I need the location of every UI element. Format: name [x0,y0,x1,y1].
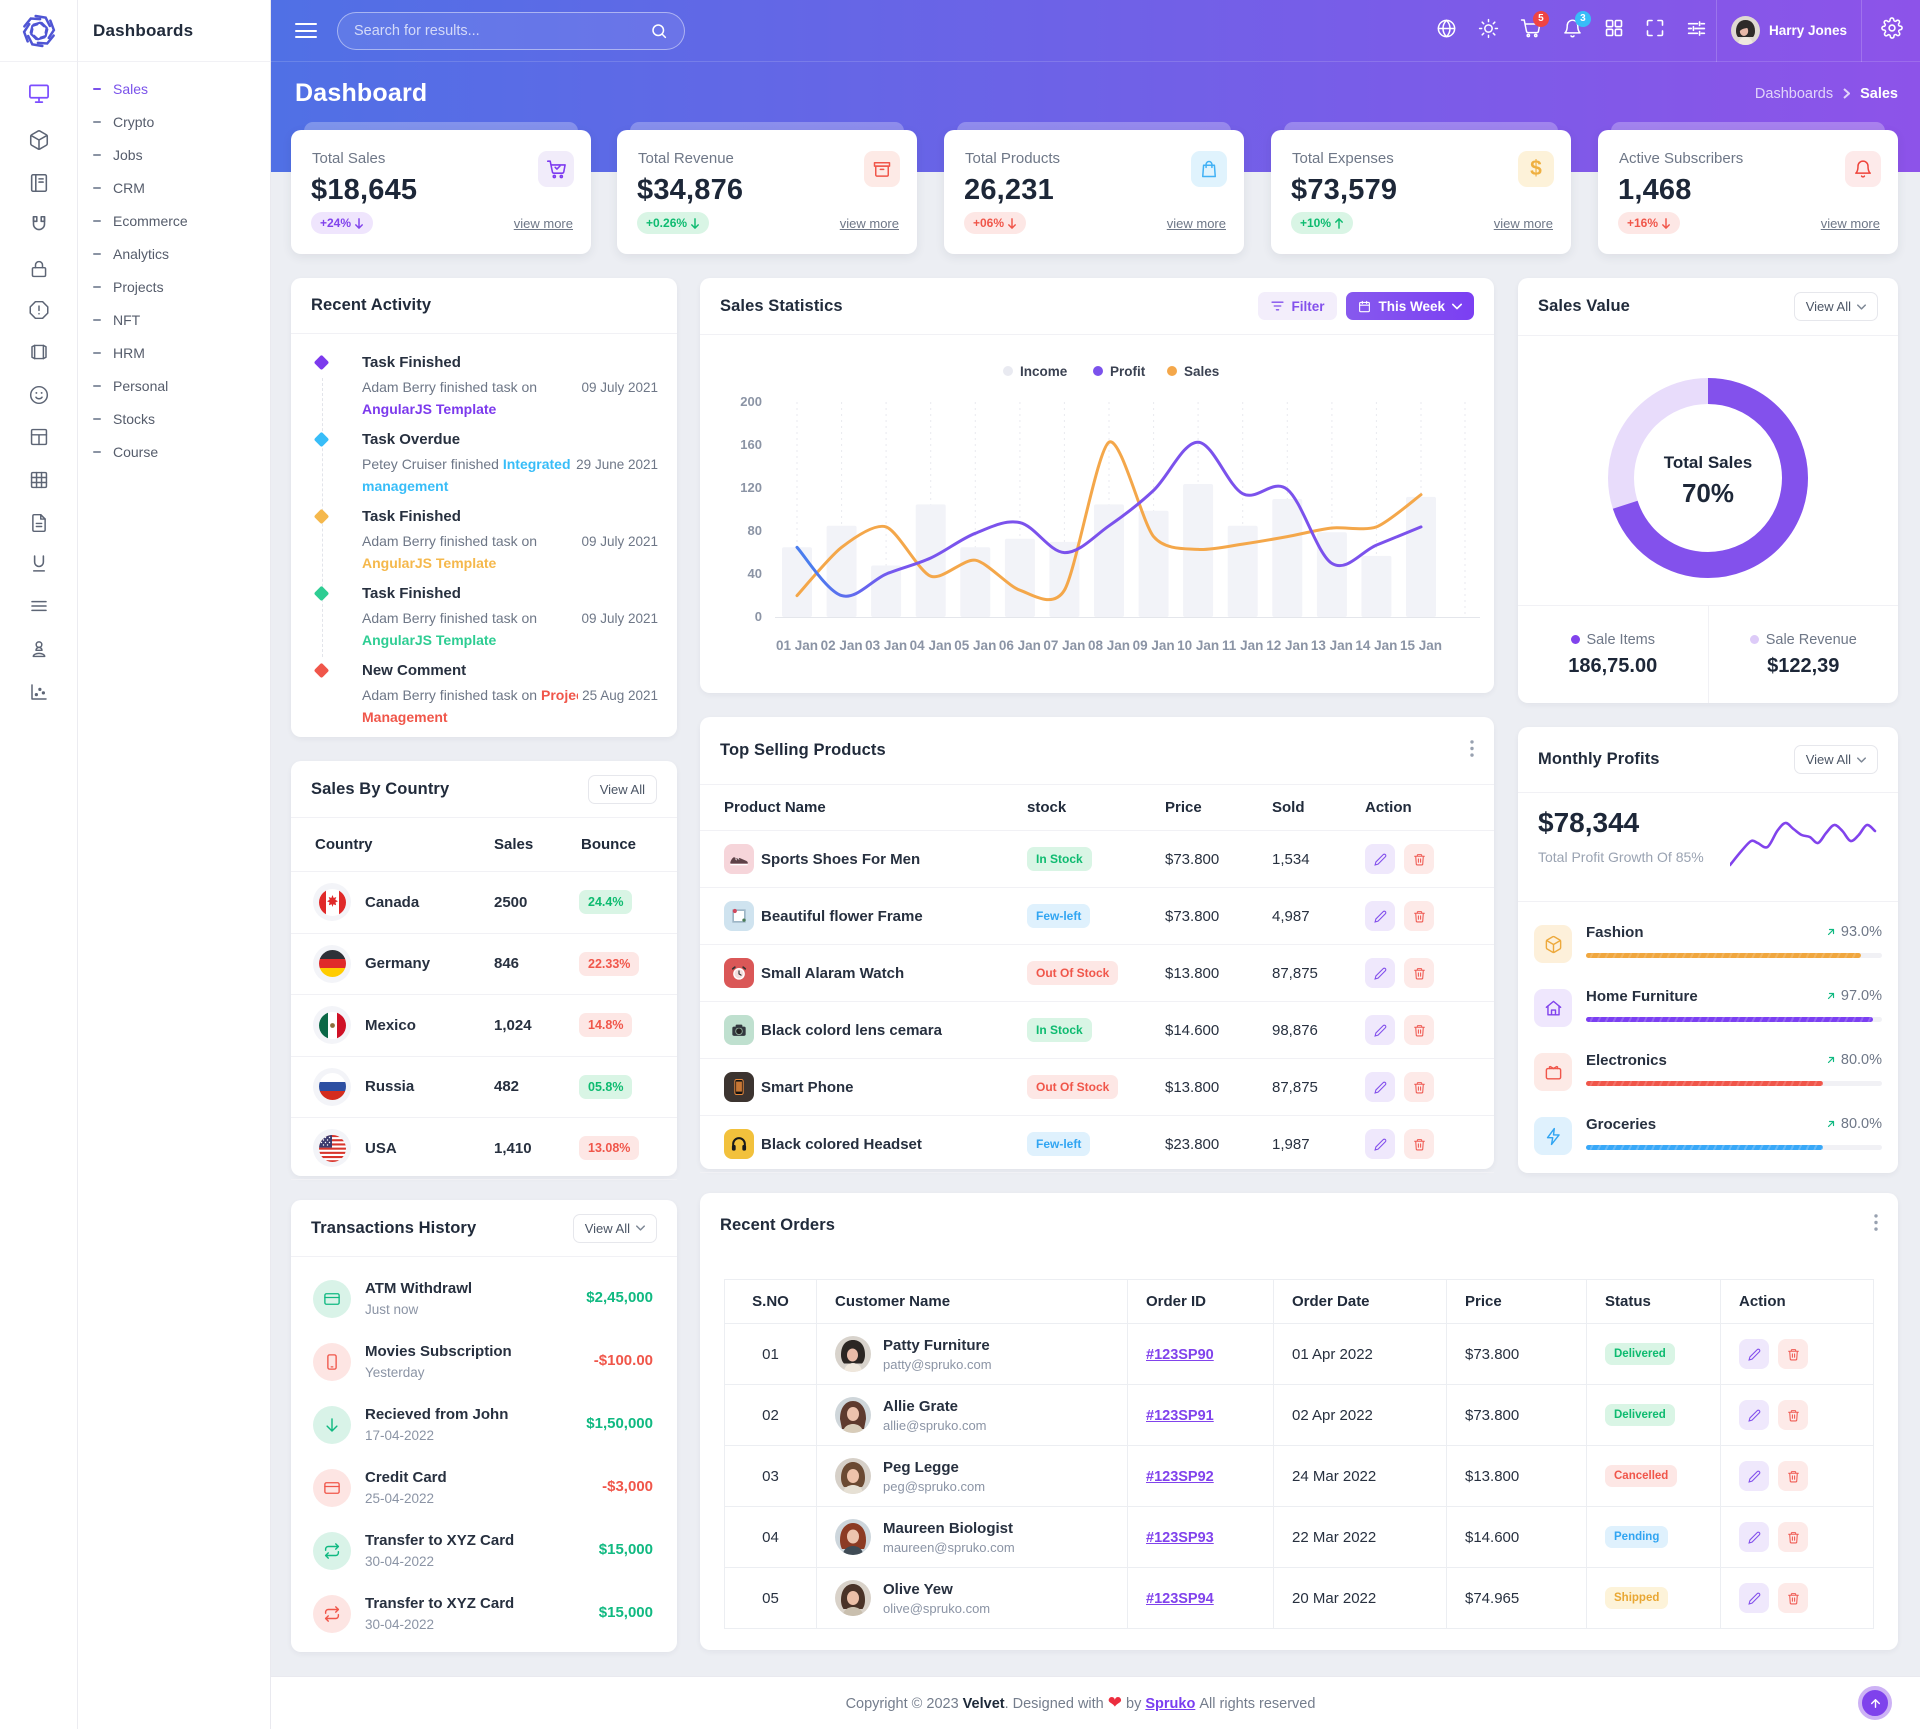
svg-text:06 Jan: 06 Jan [999,638,1041,653]
svg-text:04 Jan: 04 Jan [910,638,952,653]
svg-text:09 Jan: 09 Jan [1133,638,1175,653]
svg-text:15 Jan: 15 Jan [1400,638,1442,653]
svg-text:01 Jan: 01 Jan [776,638,818,653]
svg-text:02 Jan: 02 Jan [821,638,863,653]
svg-text:11 Jan: 11 Jan [1222,638,1263,653]
svg-text:Total Sales: Total Sales [1664,453,1753,472]
svg-text:Profit: Profit [1110,364,1146,379]
svg-text:03 Jan: 03 Jan [865,638,907,653]
svg-text:0: 0 [755,609,762,624]
svg-text:08 Jan: 08 Jan [1088,638,1130,653]
svg-text:80: 80 [748,523,762,538]
svg-text:10 Jan: 10 Jan [1177,638,1219,653]
svg-text:12 Jan: 12 Jan [1266,638,1308,653]
svg-text:13 Jan: 13 Jan [1311,638,1353,653]
svg-text:Sales: Sales [1184,364,1219,379]
svg-text:200: 200 [740,394,762,409]
svg-text:05 Jan: 05 Jan [954,638,996,653]
svg-text:70%: 70% [1682,478,1734,508]
svg-text:14 Jan: 14 Jan [1355,638,1397,653]
svg-text:Income: Income [1020,364,1068,379]
svg-text:120: 120 [740,480,762,495]
svg-text:07 Jan: 07 Jan [1043,638,1085,653]
svg-text:160: 160 [740,437,762,452]
svg-text:40: 40 [748,566,762,581]
